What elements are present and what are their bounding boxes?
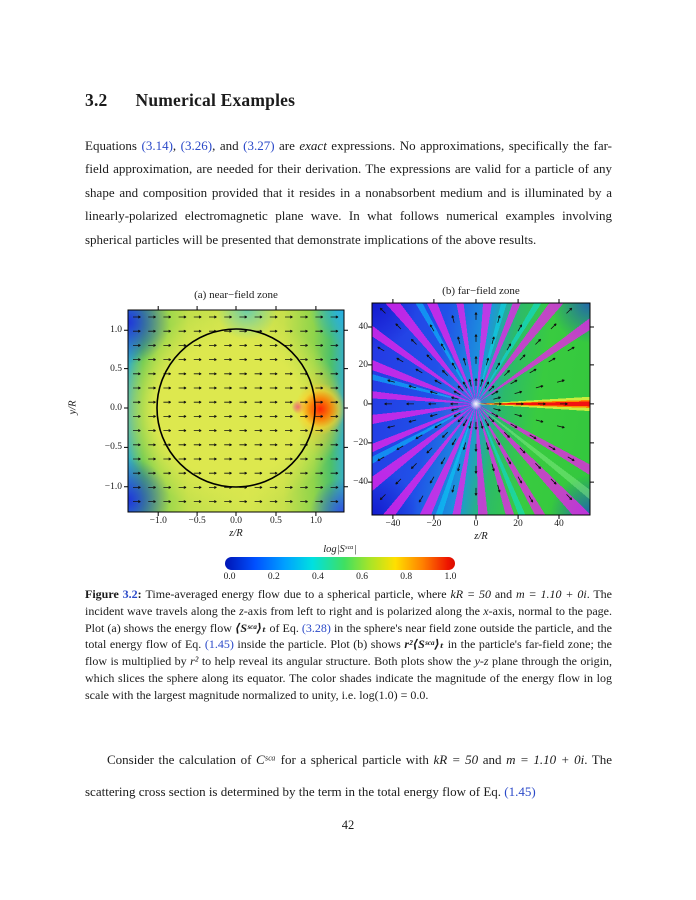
text-run: -axis, normal to the page. Plot (a) show… — [85, 603, 613, 635]
x-tick-label: −1.0 — [149, 516, 167, 526]
y-tick-label: −0.5 — [104, 442, 122, 453]
plot-a-x-ticks: −1.0 −0.5 0.0 0.5 1.0 — [128, 516, 344, 528]
plot-b-x-axis-label: z/R — [372, 531, 590, 542]
x-tick-label: 0 — [473, 519, 479, 529]
colorbar-label: log|Sˢᶜᵃ| — [225, 544, 455, 555]
plot-b — [368, 299, 594, 519]
colorbar-ticks: 0.0 0.2 0.4 0.6 0.8 1.0 — [223, 572, 457, 584]
eq-ref-3-27[interactable]: (3.27) — [243, 138, 275, 153]
math-inline: y-z — [474, 654, 489, 669]
axis-label-text: z/R — [229, 528, 243, 539]
text-run: to help reveal its angular structure. Bo… — [198, 654, 475, 669]
figure-number-link[interactable]: 3.2 — [122, 587, 138, 601]
math-inline: ⟨Sˢᶜᵃ⟩ₜ — [234, 620, 267, 635]
axis-label-text: z/R — [474, 531, 488, 542]
colorbar-label-text: log|Sˢᶜᵃ| — [323, 544, 357, 555]
x-tick-label: −20 — [426, 519, 442, 529]
plot-a — [124, 306, 348, 516]
y-tick-label: 40 — [358, 321, 369, 332]
math-inline: m = 1.10 + 0i — [506, 752, 585, 767]
plot-a-heatmap — [128, 310, 344, 512]
colorbar — [225, 557, 455, 570]
text-run: Consider the calculation of — [107, 752, 257, 767]
plot-b-y-ticks: 40 20 0 −20 −40 — [344, 303, 370, 515]
x-tick-label: 0.5 — [270, 516, 282, 526]
text-run: , and — [212, 138, 244, 153]
math-inline: x — [483, 603, 489, 618]
y-tick-label: 0 — [363, 398, 368, 409]
text-run: in the sphere's near field zone outside … — [85, 620, 612, 652]
math-inline: kR = 50 — [450, 587, 491, 601]
text-run: are — [274, 138, 300, 153]
colorbar-tick-label: 0.8 — [400, 572, 413, 582]
plot-a-x-axis-label: z/R — [128, 528, 344, 539]
plot-a-title: (a) near−field zone — [194, 289, 278, 301]
y-tick-label: 1.0 — [110, 325, 122, 336]
eq-ref-1-45[interactable]: (1.45) — [504, 784, 536, 799]
eq-ref-3-28[interactable]: (3.28) — [301, 620, 331, 635]
caption-label: Figure — [85, 587, 123, 601]
paragraph-intro: Equations (3.14), (3.26), and (3.27) are… — [85, 134, 612, 251]
text-run: Time-averaged energy flow due to a spher… — [145, 587, 451, 601]
plot-b-x-ticks: −40 −20 0 20 40 — [372, 519, 590, 531]
x-tick-label: 40 — [554, 519, 564, 529]
plot-b-heatmap — [372, 303, 590, 515]
page-number: 42 — [341, 818, 355, 832]
text-run: inside the particle. Plot (b) shows — [233, 637, 405, 652]
x-tick-label: 1.0 — [309, 516, 322, 526]
colorbar-tick-label: 0.6 — [356, 572, 369, 582]
colorbar-tick-label: 0.2 — [267, 572, 280, 582]
eq-ref-3-14[interactable]: (3.14) — [141, 138, 173, 153]
eq-ref-3-26[interactable]: (3.26) — [180, 138, 213, 153]
y-tick-label: −40 — [353, 477, 368, 488]
plot-a-y-ticks: 1.0 0.5 0.0 −0.5 −1.0 — [96, 310, 124, 512]
math-inline: Cˢᶜᵃ — [256, 752, 277, 767]
math-inline: r²⟨Sˢᶜᵃ⟩ₜ — [404, 637, 445, 652]
section-heading: 3.2 Numerical Examples — [85, 90, 295, 111]
math-inline: r² — [190, 654, 199, 669]
figure-caption: Figure 3.2: Time-averaged energy flow du… — [85, 586, 612, 704]
text-run: and — [490, 587, 517, 601]
y-tick-label: 0.0 — [110, 402, 122, 413]
text-run: in the particle's far-field zone; the fl… — [85, 637, 612, 669]
y-tick-label: 20 — [358, 359, 369, 370]
axis-label-text: y/R — [67, 400, 79, 415]
math-inline: m = 1.10 + 0i — [516, 587, 587, 601]
y-tick-label: −1.0 — [104, 481, 122, 492]
text-run: and — [478, 752, 507, 767]
text-run: . The incident wave travels along the — [85, 587, 612, 618]
math-inline: z — [239, 603, 244, 618]
text-run: expressions. No approximations, specific… — [85, 138, 612, 247]
text-run: -axis from left to right and is polarize… — [243, 603, 484, 618]
text-run: for a spherical particle with — [276, 752, 434, 767]
colorbar-tick-label: 0.4 — [311, 572, 324, 582]
eq-ref-1-45[interactable]: (1.45) — [204, 637, 234, 652]
x-tick-label: 20 — [513, 519, 523, 529]
caption-label-colon: : — [137, 587, 146, 601]
text-run: Equations — [85, 138, 142, 153]
colorbar-tick-label: 1.0 — [444, 572, 457, 582]
math-inline: kR = 50 — [433, 752, 479, 767]
section-title: Numerical Examples — [135, 90, 296, 110]
x-tick-label: −40 — [385, 519, 401, 529]
colorbar-tick-label: 0.0 — [223, 572, 236, 582]
x-tick-label: 0.0 — [230, 516, 242, 526]
section-number: 3.2 — [85, 90, 108, 110]
text-run: plane through the origin, which slices t… — [85, 654, 612, 702]
text-run: , — [172, 138, 181, 153]
text-run: of Eq. — [266, 620, 302, 635]
x-tick-label: −0.5 — [188, 516, 206, 526]
plot-a-y-axis-label: y/R — [68, 401, 79, 415]
text-run: . The scattering cross section is determ… — [85, 752, 612, 799]
y-tick-label: 0.5 — [110, 363, 122, 374]
y-tick-label: −20 — [353, 437, 368, 448]
paragraph-consider: Consider the calculation of Cˢᶜᵃ for a s… — [85, 744, 612, 808]
emphasized-word: exact — [299, 138, 327, 153]
plot-b-title: (b) far−field zone — [442, 285, 520, 297]
